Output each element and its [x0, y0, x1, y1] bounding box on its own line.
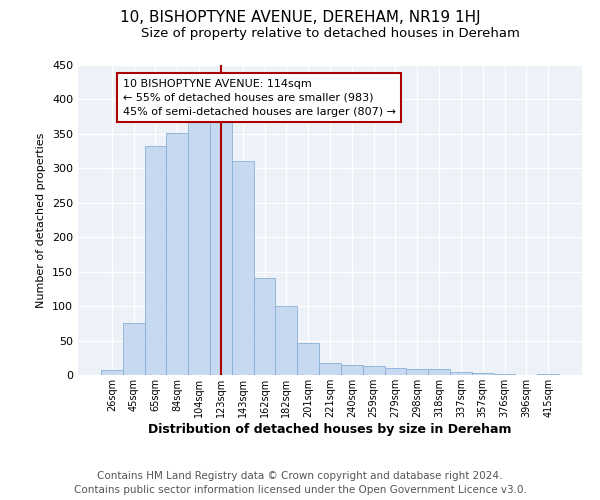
Bar: [341, 364, 363, 375]
X-axis label: Distribution of detached houses by size in Dereham: Distribution of detached houses by size …: [148, 422, 512, 436]
Bar: [537, 374, 559, 375]
Bar: [297, 344, 319, 375]
Bar: [275, 306, 297, 375]
Bar: [472, 373, 494, 375]
Y-axis label: Number of detached properties: Number of detached properties: [37, 132, 46, 308]
Bar: [210, 121, 232, 375]
Bar: [406, 369, 428, 375]
Title: Size of property relative to detached houses in Dereham: Size of property relative to detached ho…: [140, 27, 520, 40]
Bar: [145, 146, 166, 375]
Bar: [319, 364, 341, 375]
Bar: [166, 132, 188, 375]
Bar: [428, 370, 450, 375]
Bar: [123, 324, 145, 375]
Bar: [450, 372, 472, 375]
Bar: [232, 161, 254, 375]
Bar: [363, 366, 385, 375]
Bar: [254, 278, 275, 375]
Bar: [188, 121, 210, 375]
Text: Contains HM Land Registry data © Crown copyright and database right 2024.
Contai: Contains HM Land Registry data © Crown c…: [74, 471, 526, 495]
Text: 10 BISHOPTYNE AVENUE: 114sqm
← 55% of detached houses are smaller (983)
45% of s: 10 BISHOPTYNE AVENUE: 114sqm ← 55% of de…: [123, 79, 396, 117]
Text: 10, BISHOPTYNE AVENUE, DEREHAM, NR19 1HJ: 10, BISHOPTYNE AVENUE, DEREHAM, NR19 1HJ: [119, 10, 481, 25]
Bar: [101, 370, 123, 375]
Bar: [385, 368, 406, 375]
Bar: [494, 374, 515, 375]
